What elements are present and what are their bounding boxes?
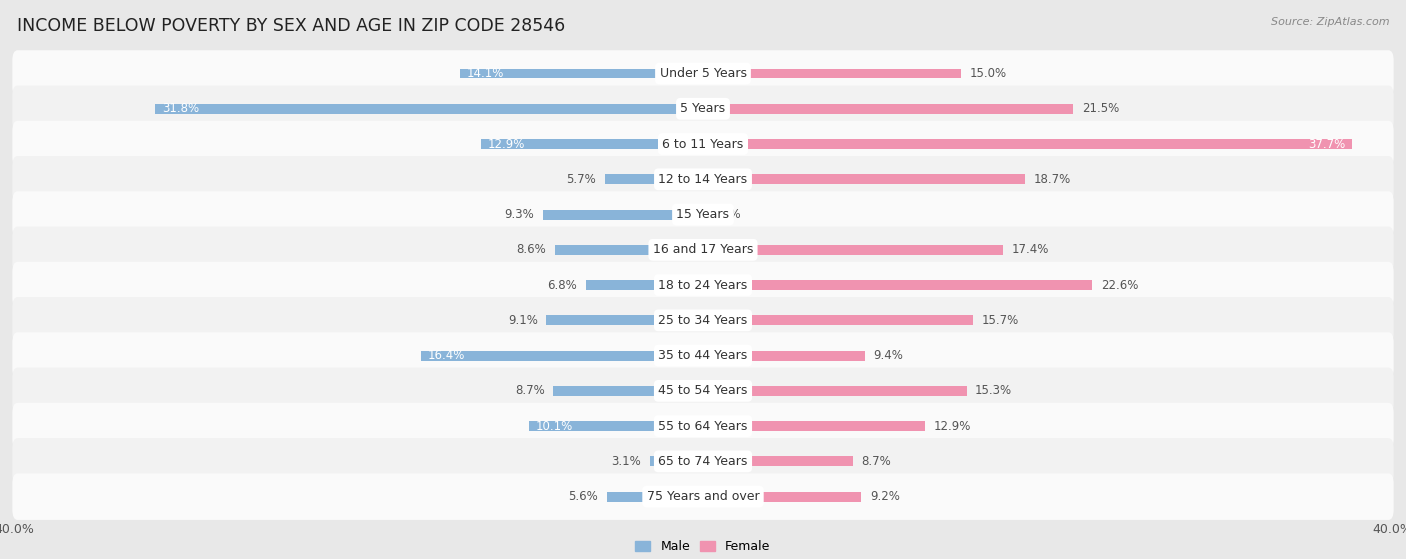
Text: 16 and 17 Years: 16 and 17 Years [652, 243, 754, 257]
FancyBboxPatch shape [13, 191, 1393, 238]
Text: 9.1%: 9.1% [508, 314, 537, 327]
Text: 18 to 24 Years: 18 to 24 Years [658, 278, 748, 292]
FancyBboxPatch shape [13, 473, 1393, 520]
Bar [703, 245, 1002, 255]
Text: 18.7%: 18.7% [1033, 173, 1071, 186]
Text: 55 to 64 Years: 55 to 64 Years [658, 420, 748, 433]
Bar [606, 492, 703, 501]
Bar [650, 457, 703, 466]
Text: 5.6%: 5.6% [568, 490, 598, 503]
Legend: Male, Female: Male, Female [630, 536, 776, 558]
FancyBboxPatch shape [13, 333, 1393, 379]
Bar [703, 350, 865, 361]
Bar [703, 69, 962, 78]
Text: 9.2%: 9.2% [870, 490, 900, 503]
Bar [547, 315, 703, 325]
Text: 17.4%: 17.4% [1011, 243, 1049, 257]
Text: 15.0%: 15.0% [970, 67, 1007, 80]
Text: 15.3%: 15.3% [976, 385, 1012, 397]
Bar [155, 104, 703, 113]
Text: 5 Years: 5 Years [681, 102, 725, 115]
Bar [481, 139, 703, 149]
Text: 0.0%: 0.0% [711, 208, 741, 221]
Text: 12.9%: 12.9% [488, 138, 524, 150]
Text: 6.8%: 6.8% [547, 278, 578, 292]
Text: 31.8%: 31.8% [162, 102, 200, 115]
FancyBboxPatch shape [13, 438, 1393, 485]
Text: 35 to 44 Years: 35 to 44 Years [658, 349, 748, 362]
Text: 10.1%: 10.1% [536, 420, 574, 433]
Bar [703, 386, 966, 396]
Text: 8.7%: 8.7% [515, 385, 544, 397]
Bar [586, 280, 703, 290]
Text: 21.5%: 21.5% [1083, 102, 1119, 115]
Bar [529, 421, 703, 431]
FancyBboxPatch shape [13, 86, 1393, 132]
Text: Source: ZipAtlas.com: Source: ZipAtlas.com [1271, 17, 1389, 27]
Text: 16.4%: 16.4% [427, 349, 465, 362]
FancyBboxPatch shape [13, 262, 1393, 309]
Text: 14.1%: 14.1% [467, 67, 505, 80]
Bar [420, 350, 703, 361]
Text: INCOME BELOW POVERTY BY SEX AND AGE IN ZIP CODE 28546: INCOME BELOW POVERTY BY SEX AND AGE IN Z… [17, 17, 565, 35]
Bar [703, 139, 1353, 149]
Text: 15 Years: 15 Years [676, 208, 730, 221]
Text: Under 5 Years: Under 5 Years [659, 67, 747, 80]
Bar [703, 174, 1025, 184]
Bar [703, 492, 862, 501]
Bar [543, 210, 703, 220]
FancyBboxPatch shape [13, 297, 1393, 344]
Text: 9.4%: 9.4% [873, 349, 904, 362]
Text: 9.3%: 9.3% [505, 208, 534, 221]
Bar [703, 315, 973, 325]
FancyBboxPatch shape [13, 403, 1393, 449]
Text: 45 to 54 Years: 45 to 54 Years [658, 385, 748, 397]
Text: 65 to 74 Years: 65 to 74 Years [658, 455, 748, 468]
Bar [555, 245, 703, 255]
Text: 3.1%: 3.1% [612, 455, 641, 468]
Bar [605, 174, 703, 184]
FancyBboxPatch shape [13, 156, 1393, 202]
Bar [703, 280, 1092, 290]
FancyBboxPatch shape [13, 226, 1393, 273]
Bar [703, 421, 925, 431]
Bar [703, 104, 1073, 113]
FancyBboxPatch shape [13, 121, 1393, 167]
Text: 15.7%: 15.7% [981, 314, 1019, 327]
Bar [703, 457, 853, 466]
Text: 12.9%: 12.9% [934, 420, 972, 433]
Text: 22.6%: 22.6% [1101, 278, 1139, 292]
Text: 8.6%: 8.6% [516, 243, 547, 257]
Bar [553, 386, 703, 396]
Text: 6 to 11 Years: 6 to 11 Years [662, 138, 744, 150]
Text: 12 to 14 Years: 12 to 14 Years [658, 173, 748, 186]
FancyBboxPatch shape [13, 50, 1393, 97]
FancyBboxPatch shape [13, 368, 1393, 414]
Bar [460, 69, 703, 78]
Text: 25 to 34 Years: 25 to 34 Years [658, 314, 748, 327]
Text: 8.7%: 8.7% [862, 455, 891, 468]
Text: 37.7%: 37.7% [1308, 138, 1346, 150]
Text: 5.7%: 5.7% [567, 173, 596, 186]
Text: 75 Years and over: 75 Years and over [647, 490, 759, 503]
